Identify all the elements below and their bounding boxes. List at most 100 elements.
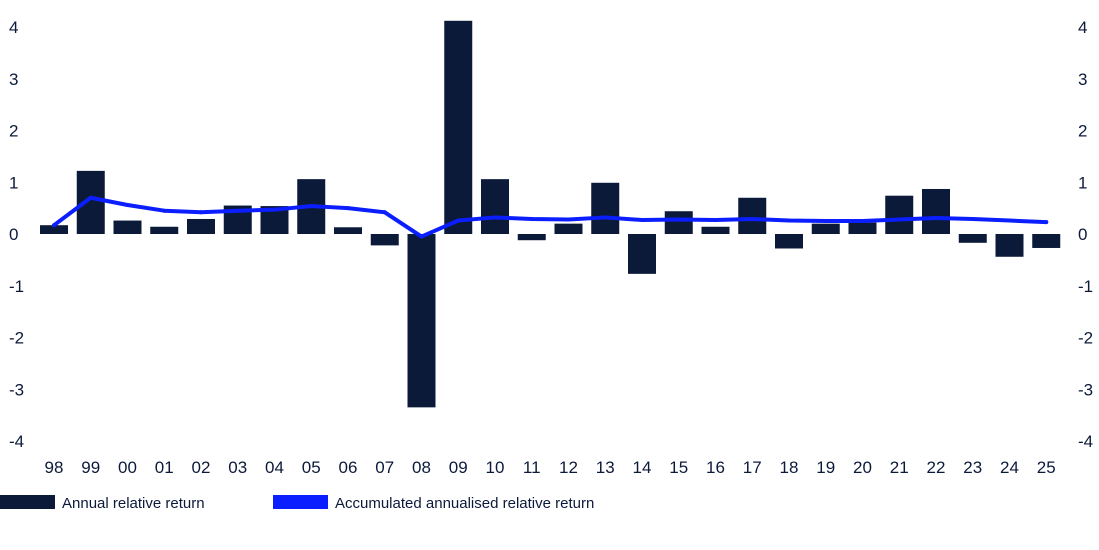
legend-swatch-accumulated xyxy=(273,495,328,509)
y-tick-label-right: 3 xyxy=(1078,70,1087,89)
bar-16 xyxy=(701,226,730,234)
x-tick-label: 07 xyxy=(375,458,394,477)
line-point-02 xyxy=(199,210,203,215)
x-tick-label: 05 xyxy=(302,458,321,477)
bar-17 xyxy=(738,197,767,234)
x-tick-label: 01 xyxy=(155,458,174,477)
x-tick-label: 16 xyxy=(706,458,725,477)
line-point-16 xyxy=(713,218,718,223)
bar-07 xyxy=(370,234,399,246)
line-point-08 xyxy=(419,234,424,239)
y-tick-label-left: -1 xyxy=(9,277,24,296)
y-tick-label-right: 4 xyxy=(1078,18,1087,37)
y-tick-label-right: 1 xyxy=(1078,173,1087,192)
line-point-00 xyxy=(125,203,130,208)
line-point-04 xyxy=(272,207,277,212)
x-tick-label: 12 xyxy=(559,458,578,477)
bar-21 xyxy=(885,195,914,234)
bar-13 xyxy=(591,182,620,234)
x-tick-label: 00 xyxy=(118,458,137,477)
bar-25 xyxy=(1032,234,1061,248)
bar-22 xyxy=(922,188,950,234)
line-point-14 xyxy=(640,218,644,223)
x-tick-label: 15 xyxy=(669,458,688,477)
line-point-18 xyxy=(787,218,791,223)
x-axis: 98 99 00 01 02 03 04 05 06 07 08 09 10 11 12 13 14 15 16 17… xyxy=(45,458,1056,477)
bar-98 xyxy=(40,225,68,234)
line-point-24 xyxy=(1007,218,1012,223)
y-tick-label-left: 0 xyxy=(9,225,18,244)
bar-15 xyxy=(664,211,693,234)
bar-00 xyxy=(113,220,142,234)
bar-series xyxy=(40,20,1061,408)
line-point-10 xyxy=(493,215,497,220)
bar-06 xyxy=(334,227,362,234)
line-point-25 xyxy=(1044,220,1049,225)
line-point-01 xyxy=(162,208,167,213)
bar-01 xyxy=(150,226,179,234)
bar-10 xyxy=(481,179,509,234)
bar-20 xyxy=(848,222,877,234)
line-point-17 xyxy=(750,216,755,221)
line-point-06 xyxy=(346,206,350,211)
line-point-98 xyxy=(52,223,56,228)
y-tick-label-left: 2 xyxy=(9,122,18,141)
x-tick-label: 17 xyxy=(743,458,762,477)
y-tick-label-right: -3 xyxy=(1078,380,1093,399)
line-point-21 xyxy=(897,217,902,222)
line-point-15 xyxy=(676,217,681,222)
legend-label-annual: Annual relative return xyxy=(62,495,205,512)
bar-24 xyxy=(995,234,1024,257)
x-tick-label: 99 xyxy=(81,458,100,477)
line-point-23 xyxy=(970,216,975,221)
x-tick-label: 19 xyxy=(816,458,835,477)
right-y-axis: -4 -3 -2 -1 0 1 2 3 4 xyxy=(1078,18,1093,451)
y-tick-label-left: 4 xyxy=(9,18,18,37)
y-tick-label-left: 1 xyxy=(9,173,18,192)
line-series xyxy=(52,195,1049,239)
y-tick-label-left: -4 xyxy=(9,432,24,451)
bar-99 xyxy=(76,170,105,234)
x-tick-label: 98 xyxy=(45,458,64,477)
x-tick-label: 10 xyxy=(486,458,505,477)
y-tick-label-left: 3 xyxy=(9,70,18,89)
x-tick-label: 20 xyxy=(853,458,872,477)
x-tick-label: 24 xyxy=(1000,458,1019,477)
legend-label-accumulated: Accumulated annualised relative return xyxy=(335,495,594,512)
bar-12 xyxy=(554,223,583,234)
line-point-22 xyxy=(934,215,938,220)
line-point-03 xyxy=(235,208,240,213)
x-tick-label: 23 xyxy=(963,458,982,477)
x-tick-label: 06 xyxy=(339,458,358,477)
bar-08 xyxy=(407,234,436,408)
x-tick-label: 02 xyxy=(192,458,211,477)
x-tick-label: 18 xyxy=(780,458,799,477)
y-tick-label-right: -1 xyxy=(1078,277,1093,296)
line-point-12 xyxy=(566,217,571,222)
x-tick-label: 25 xyxy=(1037,458,1056,477)
legend: Annual relative return Accumulated annua… xyxy=(0,495,594,512)
bar-23 xyxy=(958,234,987,243)
line-point-99 xyxy=(88,195,93,200)
line-point-13 xyxy=(603,215,608,220)
y-tick-label-right: 2 xyxy=(1078,122,1087,141)
legend-swatch-annual xyxy=(0,495,55,509)
line-point-20 xyxy=(860,219,865,224)
x-tick-label: 11 xyxy=(523,458,541,477)
x-tick-label: 09 xyxy=(449,458,468,477)
bar-14 xyxy=(628,234,656,274)
y-tick-label-right: -4 xyxy=(1078,432,1093,451)
bar-11 xyxy=(517,234,546,241)
y-tick-label-right: -2 xyxy=(1078,329,1093,348)
left-y-axis: -4 -3 -2 -1 0 1 2 3 4 xyxy=(9,18,24,451)
x-tick-label: 03 xyxy=(228,458,247,477)
bar-02 xyxy=(187,218,215,234)
y-tick-label-left: -3 xyxy=(9,380,24,399)
line-point-05 xyxy=(309,204,314,209)
x-tick-label: 13 xyxy=(596,458,615,477)
accumulated-return-line xyxy=(52,195,1049,239)
y-tick-label-left: -2 xyxy=(9,329,24,348)
y-tick-label-right: 0 xyxy=(1078,225,1087,244)
line-point-19 xyxy=(823,219,828,224)
